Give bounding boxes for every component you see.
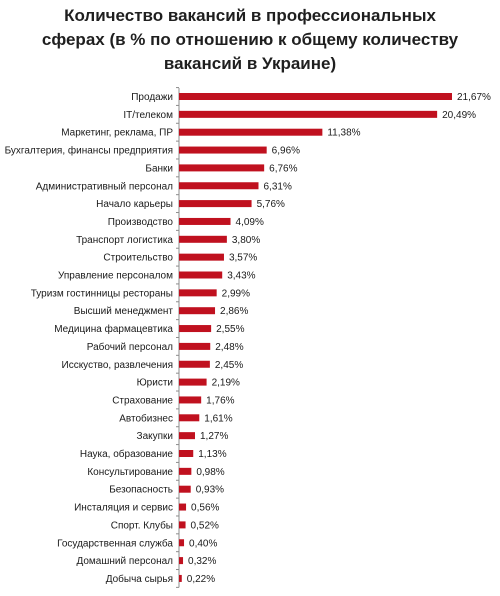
bar bbox=[179, 128, 323, 136]
value-label: 2,48% bbox=[215, 342, 243, 353]
bar bbox=[179, 93, 452, 100]
bar bbox=[179, 235, 227, 243]
category-label: Продажи bbox=[131, 92, 173, 103]
category-label: Добыча сырья bbox=[106, 573, 173, 585]
value-label: 6,76% bbox=[269, 163, 297, 174]
category-label: Высший менеджмент bbox=[74, 306, 174, 317]
bar bbox=[179, 574, 182, 582]
value-label: 0,22% bbox=[187, 574, 215, 585]
category-label: Строительство bbox=[103, 253, 173, 264]
bar bbox=[179, 414, 200, 422]
value-label: 2,99% bbox=[222, 288, 250, 299]
value-label: 6,31% bbox=[263, 181, 291, 192]
chart-title: Количество вакансий в профессиональных с… bbox=[41, 6, 459, 73]
value-label: 0,56% bbox=[191, 503, 219, 514]
value-label: 21,67% bbox=[457, 92, 491, 103]
value-label: 2,45% bbox=[215, 360, 243, 371]
value-label: 0,93% bbox=[196, 485, 224, 496]
category-label: IT/телеком bbox=[123, 110, 173, 121]
category-label: Юристи bbox=[137, 378, 173, 389]
value-label: 1,61% bbox=[204, 413, 232, 424]
bar bbox=[179, 289, 217, 297]
value-label: 2,55% bbox=[216, 324, 244, 335]
category-label: Наука, образование bbox=[80, 448, 174, 460]
category-label: Маркетинг, реклама, ПР bbox=[61, 128, 173, 139]
bar bbox=[179, 200, 252, 208]
category-label: Управление персоналом bbox=[58, 271, 173, 282]
bar bbox=[179, 253, 224, 261]
bar bbox=[179, 539, 185, 547]
bar bbox=[179, 360, 210, 368]
value-label: 1,76% bbox=[206, 395, 234, 406]
value-label: 1,27% bbox=[200, 431, 228, 442]
category-label: Производство bbox=[108, 217, 174, 228]
value-label: 11,38% bbox=[327, 128, 360, 139]
bar bbox=[179, 396, 202, 404]
category-label: Безопасность bbox=[109, 485, 173, 496]
category-label: Консультирование bbox=[87, 467, 173, 478]
value-label: 3,43% bbox=[227, 271, 255, 282]
category-label: Банки bbox=[145, 163, 173, 174]
value-label: 3,80% bbox=[232, 235, 260, 246]
value-label: 4,09% bbox=[236, 217, 264, 228]
bar bbox=[179, 182, 259, 190]
category-label: Домашний персонал bbox=[76, 556, 173, 567]
bar bbox=[179, 271, 223, 279]
value-label: 1,13% bbox=[198, 449, 226, 460]
bar bbox=[179, 485, 191, 493]
bar bbox=[179, 432, 195, 440]
category-label: Транспорт логистика bbox=[76, 235, 173, 246]
bar bbox=[179, 110, 438, 118]
bar bbox=[179, 217, 231, 225]
category-label: Автобизнес bbox=[119, 412, 173, 424]
bar bbox=[179, 164, 265, 172]
bar bbox=[179, 378, 207, 386]
category-label: Спорт. Клубы bbox=[111, 519, 173, 531]
category-label: Туризм гостинницы рестораны bbox=[31, 288, 173, 299]
bar bbox=[179, 146, 267, 154]
bar bbox=[179, 325, 212, 333]
bar bbox=[179, 521, 186, 529]
value-label: 5,76% bbox=[257, 199, 285, 210]
value-label: 3,57% bbox=[229, 253, 257, 264]
category-label: Государственная служба bbox=[57, 537, 173, 549]
bar bbox=[179, 467, 192, 475]
category-label: Страхование bbox=[112, 395, 173, 406]
category-label: Исскуство, развлечения bbox=[62, 360, 174, 371]
value-label: 6,96% bbox=[272, 146, 300, 157]
bar bbox=[179, 307, 216, 315]
category-label: Закупки bbox=[137, 431, 173, 442]
bar bbox=[179, 503, 187, 511]
value-label: 20,49% bbox=[442, 110, 476, 121]
bar bbox=[179, 557, 184, 565]
category-label: Медицина фармацевтика bbox=[54, 323, 173, 335]
category-label: Рабочий персонал bbox=[87, 341, 173, 353]
value-label: 0,52% bbox=[191, 520, 219, 531]
bar bbox=[179, 450, 194, 457]
value-label: 0,32% bbox=[188, 556, 216, 567]
value-label: 2,19% bbox=[212, 378, 240, 389]
bar bbox=[179, 342, 211, 350]
category-label: Административный персонал bbox=[36, 181, 173, 192]
value-label: 0,98% bbox=[196, 467, 224, 478]
category-label: Начало карьеры bbox=[96, 199, 173, 210]
value-label: 2,86% bbox=[220, 306, 248, 317]
category-label: Бухгалтерия, финансы предприятия bbox=[5, 145, 173, 157]
value-label: 0,40% bbox=[189, 538, 217, 549]
category-label: Инсталяция и сервис bbox=[74, 503, 173, 514]
